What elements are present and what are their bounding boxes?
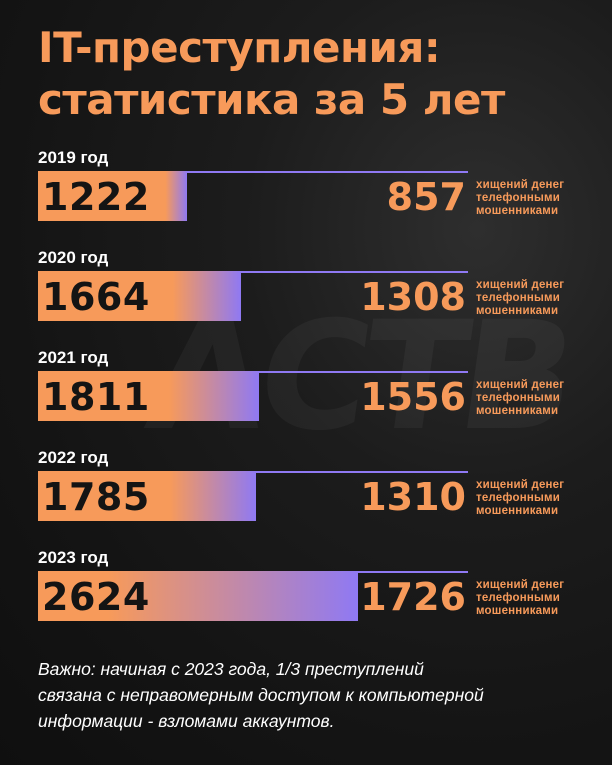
year-label: 2020 год bbox=[38, 248, 109, 267]
title-line-2: статистика за 5 лет bbox=[38, 75, 505, 124]
total-bar bbox=[38, 471, 256, 521]
total-bar bbox=[38, 271, 241, 321]
year-label: 2021 год bbox=[38, 348, 109, 367]
chart-row: 2021 год 1811 1556 хищений денег телефонным… bbox=[0, 348, 612, 438]
chart-row: 2023 год 2624 1726 хищений денег телефонным… bbox=[0, 548, 612, 638]
chart-row: 2019 год 1222 857 хищений денег телефонными… bbox=[0, 148, 612, 238]
total-value-label: 1222 bbox=[42, 175, 150, 219]
total-bar bbox=[38, 571, 358, 621]
phone-fraud-note: хищений денег телефонными мошенниками bbox=[476, 179, 565, 217]
total-value-label: 1785 bbox=[42, 475, 150, 519]
phone-fraud-value-label: 1726 bbox=[360, 575, 466, 619]
phone-fraud-value-label: 1308 bbox=[360, 275, 466, 319]
phone-fraud-value-label: 1556 bbox=[360, 375, 466, 419]
year-label: 2019 год bbox=[38, 148, 109, 167]
phone-fraud-note: хищений денег телефонными мошенниками bbox=[476, 479, 565, 517]
title-line-1: IT-преступления: bbox=[38, 23, 441, 72]
chart-row: 2022 год 1785 1310 хищений денег телефонным… bbox=[0, 448, 612, 538]
year-label: 2023 год bbox=[38, 548, 109, 567]
total-value-label: 1811 bbox=[42, 375, 150, 419]
total-value-label: 1664 bbox=[42, 275, 150, 319]
phone-fraud-value-label: 857 bbox=[386, 175, 466, 219]
total-bar bbox=[38, 171, 187, 221]
phone-fraud-note: хищений денег телефонными мошенниками bbox=[476, 279, 565, 317]
chart-row: 2020 год 1664 1308 хищений денег телефонным… bbox=[0, 248, 612, 338]
year-label: 2022 год bbox=[38, 448, 109, 467]
phone-fraud-note: хищений денег телефонными мошенниками bbox=[476, 379, 565, 417]
divider-line bbox=[38, 171, 468, 173]
page-title: IT-преступления: статистика за 5 лет bbox=[38, 22, 505, 126]
total-value-label: 2624 bbox=[42, 575, 150, 619]
phone-fraud-value-label: 1310 bbox=[360, 475, 466, 519]
phone-fraud-note: хищений денег телефонными мошенниками bbox=[476, 579, 565, 617]
footer-note: Важно: начиная с 2023 года, 1/3 преступл… bbox=[38, 659, 484, 731]
divider-line bbox=[38, 271, 468, 273]
total-bar bbox=[38, 371, 259, 421]
